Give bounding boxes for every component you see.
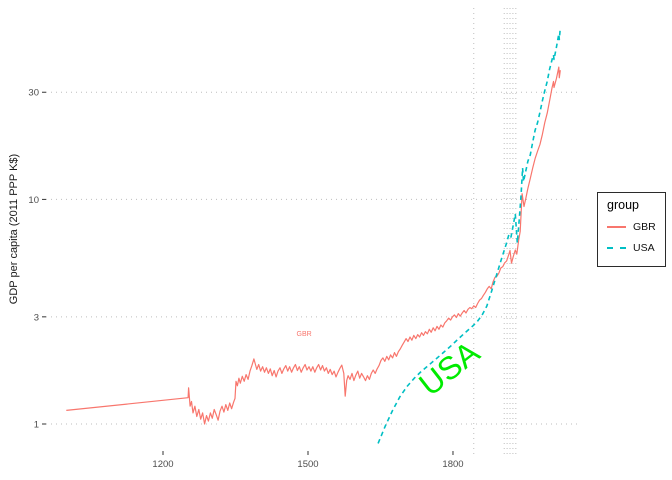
annotation-gbr: GBR xyxy=(297,331,312,338)
y-tick-label-3: 3 xyxy=(34,312,39,323)
legend-item-gbr: GBR xyxy=(607,221,665,233)
legend-label-gbr: GBR xyxy=(633,221,656,233)
legend: group GBR USA xyxy=(597,192,666,267)
y-axis-title: GDP per capita (2011 PPP K$) xyxy=(8,153,20,305)
legend-item-usa: USA xyxy=(607,242,665,254)
y-tick-label-1: 1 xyxy=(34,420,39,431)
series-line-gbr xyxy=(66,66,561,425)
legend-title: group xyxy=(607,198,639,212)
x-tick-label-1200: 1200 xyxy=(152,459,173,470)
y-tick-label-30: 30 xyxy=(28,88,39,99)
series-line-usa xyxy=(377,27,562,444)
x-tick-label-1800: 1800 xyxy=(442,459,463,470)
legend-swatch-usa-line xyxy=(607,247,626,249)
annotation-usa: USA xyxy=(412,333,487,402)
y-tick-label-10: 10 xyxy=(28,195,39,206)
x-tick-label-1500: 1500 xyxy=(297,459,318,470)
legend-swatch-gbr-line xyxy=(607,226,626,228)
legend-label-usa: USA xyxy=(633,242,655,254)
